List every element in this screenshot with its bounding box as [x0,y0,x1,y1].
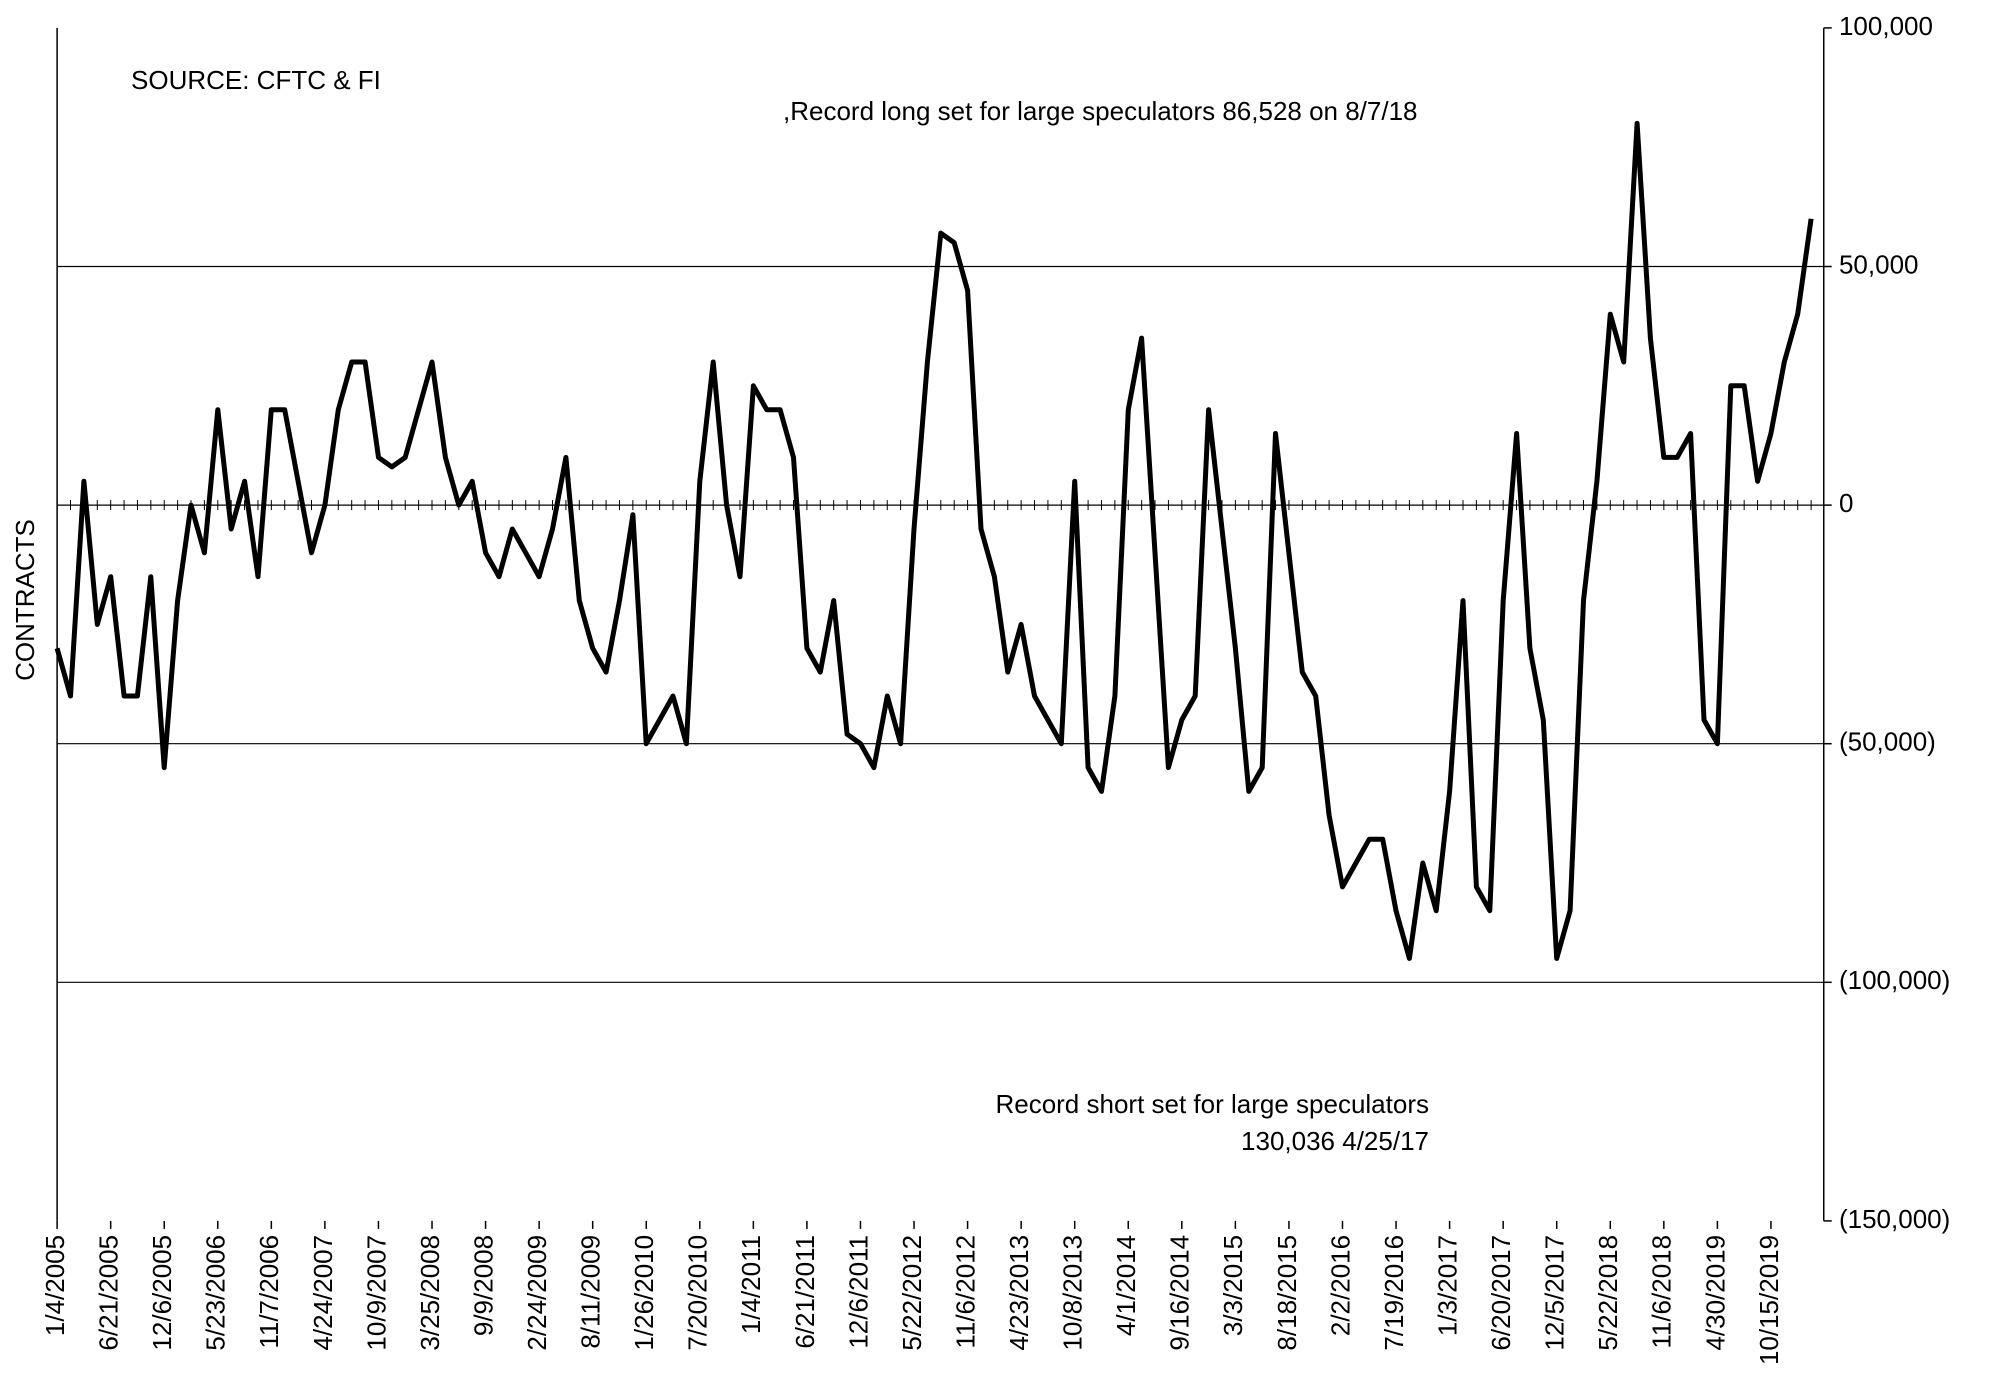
x-tick-label: 6/21/2005 [94,1235,124,1351]
x-tick-label: 10/8/2013 [1058,1235,1088,1351]
x-tick-label: 1/4/2011 [736,1235,766,1334]
y-tick-label: 50,000 [1839,249,1919,279]
x-tick-label: 10/15/2019 [1754,1235,1784,1365]
y-tick-label: (50,000) [1839,727,1936,757]
x-tick-label: 1/4/2005 [40,1235,70,1336]
x-tick-label: 1/26/2010 [629,1235,659,1351]
y-tick-label: 0 [1839,488,1853,518]
x-tick-label: 11/6/2012 [950,1235,980,1349]
x-tick-label: 11/7/2006 [254,1235,284,1349]
y-axis-label: CONTRACTS [10,519,40,681]
x-tick-label: 1/3/2017 [1432,1235,1462,1336]
x-tick-label: 7/19/2016 [1379,1235,1409,1351]
source-note: SOURCE: CFTC & FI [131,65,381,95]
y-tick-label: (150,000) [1839,1204,1950,1234]
x-tick-label: 3/25/2008 [415,1235,445,1351]
x-tick-label: 2/24/2009 [522,1235,552,1351]
x-tick-label: 8/11/2009 [576,1235,606,1349]
x-tick-label: 4/23/2013 [1004,1235,1034,1351]
x-tick-label: 10/9/2007 [361,1235,391,1351]
x-tick-label: 9/16/2014 [1165,1235,1195,1351]
x-tick-label: 9/9/2008 [468,1235,498,1336]
x-tick-label: 7/20/2010 [683,1235,713,1351]
x-tick-label: 5/22/2012 [897,1235,927,1351]
x-tick-label: 6/21/2011 [790,1235,820,1349]
record-long-note: ,Record long set for large speculators 8… [783,96,1418,126]
x-tick-label: 8/18/2015 [1272,1235,1302,1351]
x-tick-label: 12/6/2011 [843,1235,873,1349]
x-tick-label: 4/24/2007 [308,1235,338,1351]
x-tick-label: 4/1/2014 [1111,1235,1141,1336]
x-tick-label: 3/3/2015 [1218,1235,1248,1336]
x-tick-label: 2/2/2016 [1325,1235,1355,1336]
record-short-value: 130,036 4/25/17 [1241,1126,1429,1156]
x-tick-label: 5/22/2018 [1593,1235,1623,1351]
series-line [54,120,1814,961]
x-tick-label: 6/20/2017 [1486,1235,1516,1351]
x-tick-label: 12/6/2005 [147,1235,177,1351]
y-tick-label: (100,000) [1839,965,1950,995]
y-tick-label: 100,000 [1839,11,1933,41]
x-tick-label: 4/30/2019 [1700,1235,1730,1351]
x-tick-label: 12/5/2017 [1540,1235,1570,1351]
record-short-note: Record short set for large speculators [995,1089,1429,1119]
x-tick-label: 11/6/2018 [1647,1235,1677,1349]
x-tick-label: 5/23/2006 [201,1235,231,1351]
